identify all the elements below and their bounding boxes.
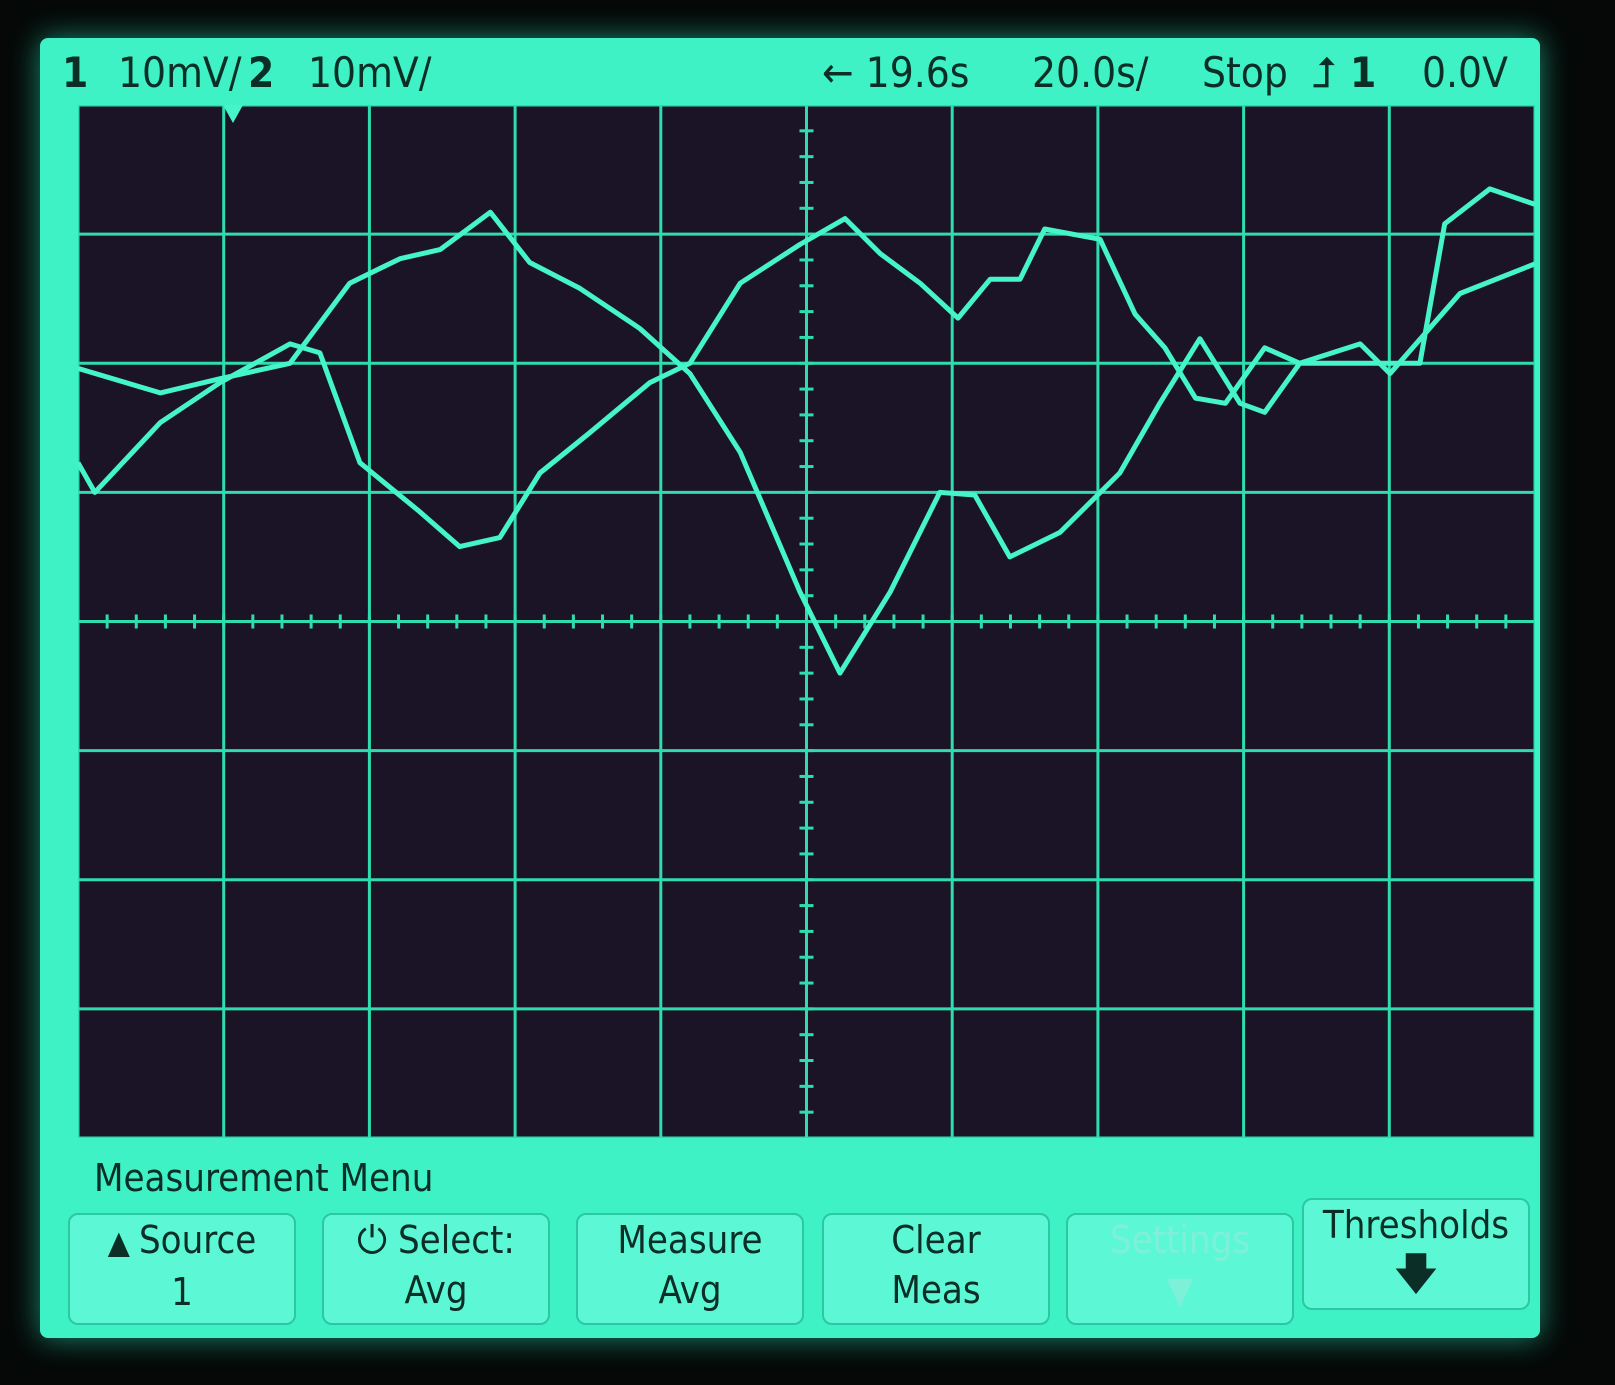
measure-softkey[interactable]: Measure Avg xyxy=(576,1213,804,1325)
up-arrow-icon: ▲ xyxy=(107,1223,139,1261)
oscilloscope-screen: 1 10mV/ 2 10mV/ ← 19.6s 20.0s/ Stop ⮥ 1 … xyxy=(40,38,1540,1338)
ch1-label: 1 xyxy=(62,48,89,97)
trigger-level: 0.0V xyxy=(1422,48,1508,97)
softkey-label: Select: xyxy=(397,1218,515,1262)
timebase-readout: 20.0s/ xyxy=(1032,48,1149,97)
softkey-label: Measure xyxy=(617,1218,763,1262)
softkey-value: 1 xyxy=(171,1270,193,1314)
softkey-label: Source xyxy=(138,1218,257,1262)
thresholds-softkey[interactable]: Thresholds 🡇 xyxy=(1302,1198,1530,1310)
softkey-value: Meas xyxy=(891,1268,981,1312)
softkey-label: Thresholds xyxy=(1322,1203,1510,1247)
menu-title: Measurement Menu xyxy=(94,1156,434,1200)
graticule xyxy=(78,105,1535,1138)
softkey-value: Avg xyxy=(404,1268,468,1312)
run-state: Stop xyxy=(1202,48,1288,97)
settings-softkey[interactable]: Settings ▼ xyxy=(1066,1213,1294,1325)
ch2-scale: 10mV/ xyxy=(308,48,432,97)
trigger-position-marker xyxy=(223,105,243,123)
down-arrow-icon: 🡇 xyxy=(1393,1249,1439,1300)
status-bar: 1 10mV/ 2 10mV/ ← 19.6s 20.0s/ Stop ⮥ 1 … xyxy=(40,38,1540,106)
softkey-label: Clear xyxy=(891,1218,981,1262)
trigger-source: 1 xyxy=(1350,48,1377,97)
clear-meas-softkey[interactable]: Clear Meas xyxy=(822,1213,1050,1325)
source-softkey[interactable]: ▲ Source 1 xyxy=(68,1213,296,1325)
rising-edge-icon: ⮥ xyxy=(1312,48,1337,97)
softkey-value: Avg xyxy=(658,1268,722,1312)
trace-channel-2 xyxy=(78,216,1535,550)
down-arrow-icon: ▼ xyxy=(1166,1268,1194,1312)
ch1-scale: 10mV/ xyxy=(118,48,242,97)
waveform-display xyxy=(78,105,1535,1138)
entry-knob-icon: ⏻ xyxy=(357,1218,398,1262)
trace-channel-1 xyxy=(78,186,1535,676)
delay-readout: ← 19.6s xyxy=(822,48,970,97)
ch2-label: 2 xyxy=(248,48,275,97)
softkey-label: Settings xyxy=(1109,1218,1251,1262)
select-softkey[interactable]: ⏻ Select: Avg xyxy=(322,1213,550,1325)
